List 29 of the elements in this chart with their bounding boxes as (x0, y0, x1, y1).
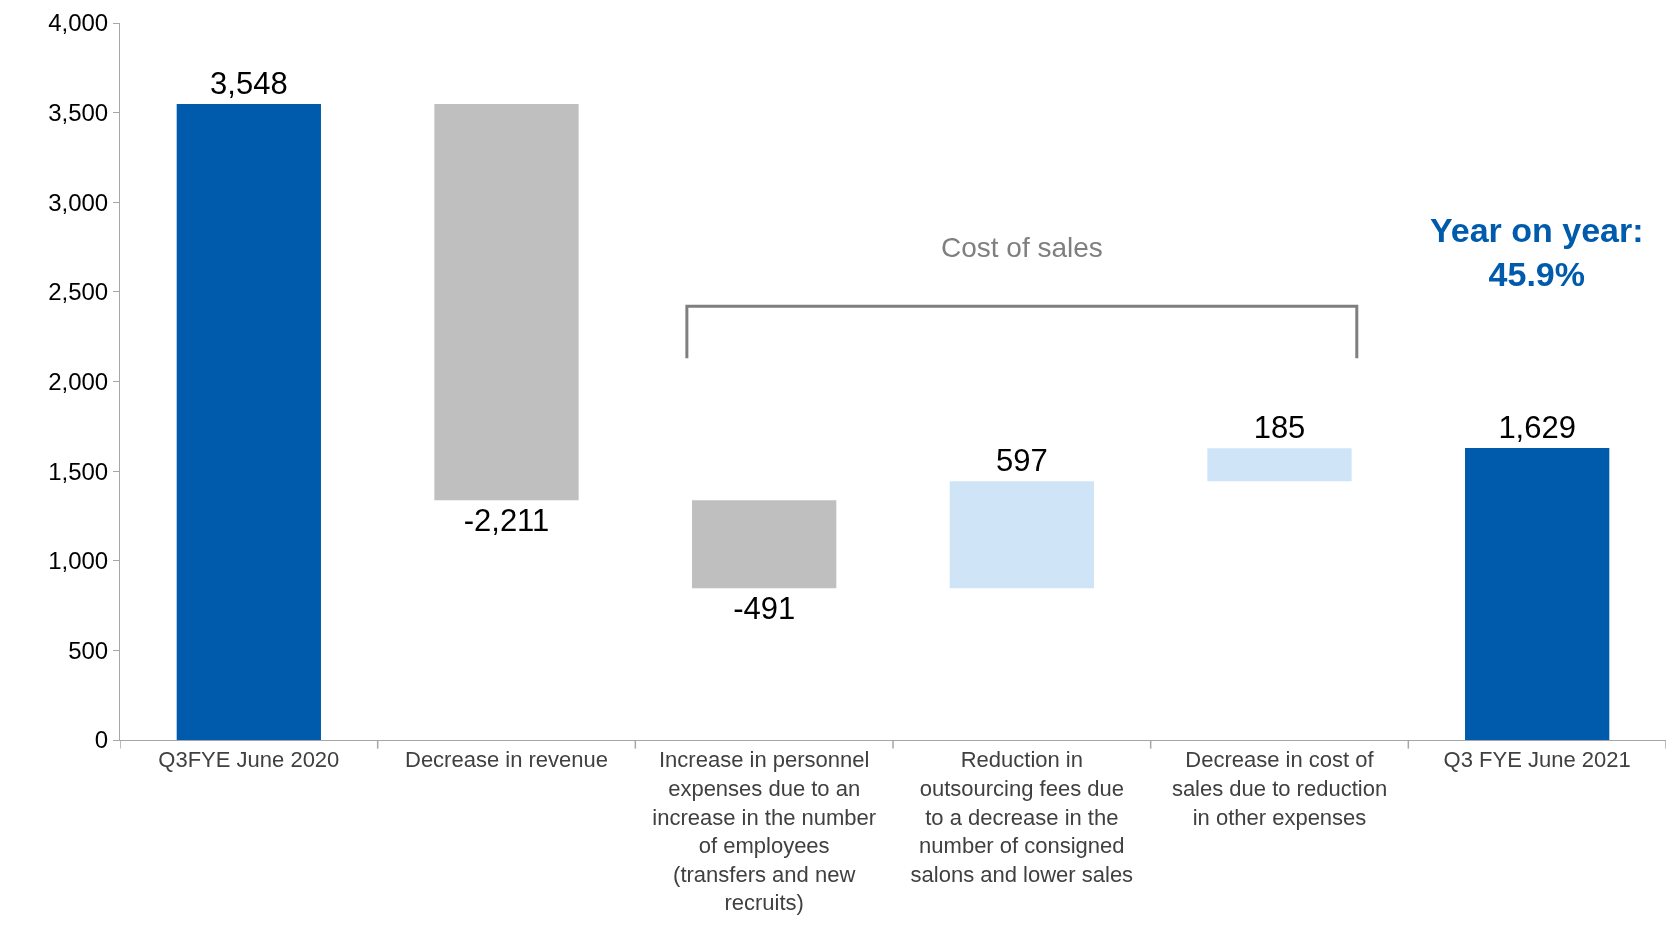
y-tick-label: 0 (94, 726, 109, 754)
bar (949, 481, 1094, 589)
data-label: -491 (733, 591, 796, 627)
x-tick-label: Decrease in revenue (404, 747, 609, 773)
x-tick-label: Reduction in outsourcing fees due to a decrease in the number of consigned salons and lower sales (910, 747, 1134, 887)
x-tick-label: Increase in personnel expenses due to an increase in the number of employees (transfers and new recruits) (652, 747, 877, 916)
y-tick-label: 500 (68, 636, 109, 664)
data-label: 1,629 (1498, 410, 1576, 445)
y-tick-label: 1,000 (48, 547, 109, 575)
y-tick-label: 2,500 (48, 278, 109, 306)
x-tick-label: Q3 FYE June 2021 (1443, 747, 1631, 773)
x-tick-label: Decrease in cost of sales due to reduction in other expenses (1171, 747, 1388, 830)
annotation: Year on year: 45.9% (1430, 211, 1644, 294)
data-label: -2,211 (463, 503, 550, 539)
bar (1207, 448, 1352, 482)
annotation: Cost of sales (941, 232, 1103, 263)
data-label: 185 (1253, 410, 1306, 446)
x-tick-label: Q3FYE June 2020 (158, 747, 340, 773)
bar (692, 500, 837, 589)
y-tick-label: 1,500 (48, 457, 109, 485)
y-tick-label: 3,000 (48, 188, 109, 216)
bar (176, 104, 321, 740)
bar (1465, 448, 1610, 740)
y-tick-label: 2,000 (48, 367, 109, 395)
data-label: 3,548 (210, 66, 288, 102)
y-tick-label: 3,500 (48, 99, 109, 127)
data-label: 597 (995, 443, 1048, 479)
y-tick-label: 4,000 (48, 9, 109, 37)
bar (434, 104, 579, 501)
